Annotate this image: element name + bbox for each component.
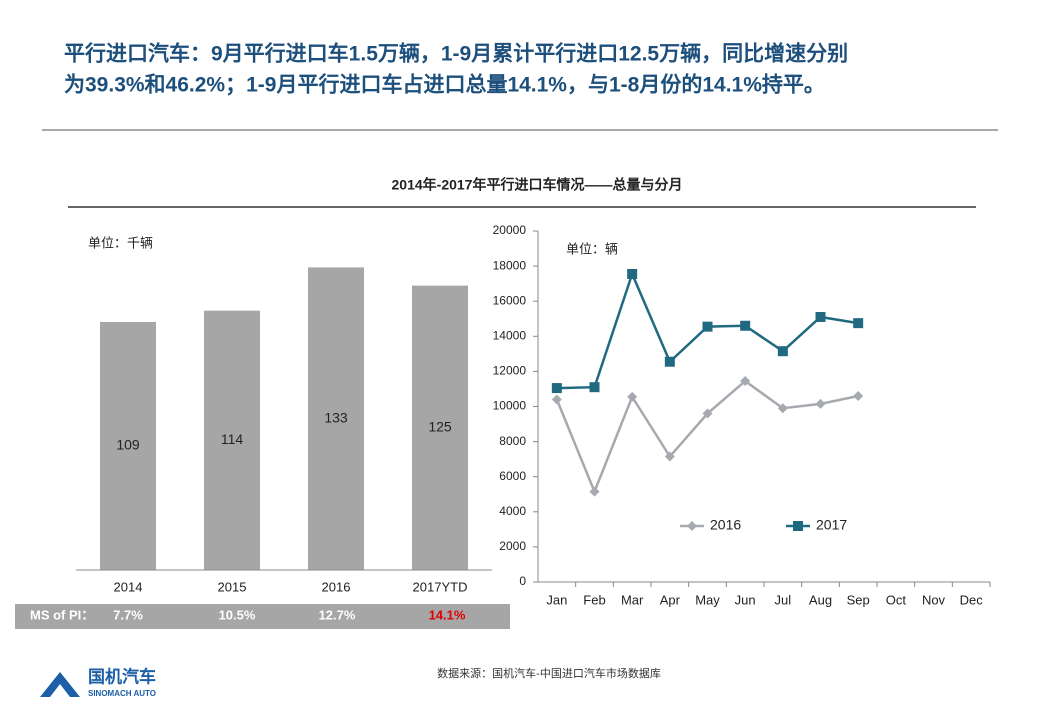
logo-sub: SINOMACH AUTO	[88, 689, 156, 698]
bar-value-label: 133	[324, 409, 348, 425]
x-tick-label: Feb	[583, 592, 605, 607]
marker	[664, 356, 675, 367]
logo-icon	[50, 684, 70, 697]
y-tick-label: 4000	[499, 504, 526, 518]
legend-label: 2016	[710, 517, 741, 533]
marker	[687, 521, 697, 531]
bar-value-label: 109	[116, 437, 140, 453]
y-tick-label: 12000	[493, 364, 527, 378]
marker	[589, 382, 600, 393]
x-tick-label: 2016	[322, 579, 351, 594]
y-tick-label: 2000	[499, 539, 526, 553]
marker	[815, 311, 826, 322]
legend-label: 2017	[816, 517, 847, 533]
x-tick-label: Oct	[886, 592, 907, 607]
x-tick-label: 2014	[114, 579, 143, 594]
y-tick-label: 18000	[493, 258, 527, 272]
y-tick-label: 6000	[499, 469, 526, 483]
marker	[551, 383, 562, 394]
ms-cell: 12.7%	[319, 607, 356, 622]
x-tick-label: 2017YTD	[413, 579, 468, 594]
ms-label: MS of PI：	[30, 607, 94, 622]
x-tick-label: Apr	[660, 592, 681, 607]
unit-label: 单位：辆	[566, 241, 618, 256]
marker	[853, 390, 864, 401]
header-line: 为39.3%和46.2%；1-9月平行进口车占进口总量14.1%，与1-8月份的…	[64, 73, 825, 97]
y-tick-label: 14000	[493, 328, 527, 342]
bar	[412, 285, 468, 570]
marker	[627, 391, 638, 402]
y-tick-label: 20000	[493, 223, 527, 237]
marker	[589, 486, 600, 497]
x-tick-label: 2015	[218, 579, 247, 594]
x-tick-label: May	[695, 592, 720, 607]
marker	[702, 321, 713, 332]
marker	[815, 398, 826, 409]
bar	[308, 267, 364, 570]
ms-cell: 14.1%	[429, 607, 466, 622]
header-line: 平行进口汽车：9月平行进口车1.5万辆，1-9月累计平行进口12.5万辆，同比增…	[64, 42, 848, 66]
marker	[551, 394, 562, 405]
x-tick-label: Nov	[922, 592, 946, 607]
x-tick-label: Dec	[960, 592, 984, 607]
ms-row-bg	[15, 604, 510, 629]
bar-value-label: 125	[428, 419, 452, 435]
y-tick-label: 10000	[493, 399, 527, 413]
x-tick-label: Jun	[735, 592, 756, 607]
marker	[777, 346, 788, 357]
series-line	[555, 379, 859, 495]
ms-cell: 10.5%	[219, 607, 256, 622]
bar	[204, 310, 260, 570]
x-tick-label: Aug	[809, 592, 832, 607]
marker	[627, 268, 638, 279]
x-tick-label: Sep	[847, 592, 870, 607]
ms-cell: 7.7%	[113, 607, 143, 622]
logo: 国机汽车 SINOMACH AUTO	[40, 666, 156, 698]
x-tick-label: Jul	[775, 592, 792, 607]
section-title: 2014年-2017年平行进口车情况——总量与分月	[392, 177, 683, 193]
y-tick-label: 8000	[499, 434, 526, 448]
marker	[777, 403, 788, 414]
marker	[793, 521, 803, 531]
logo-name: 国机汽车	[88, 666, 156, 686]
marker	[740, 320, 751, 331]
y-tick-label: 16000	[493, 293, 527, 307]
bar-value-label: 114	[221, 431, 244, 447]
marker	[740, 376, 751, 387]
marker	[664, 451, 675, 462]
x-tick-label: Jan	[546, 592, 567, 607]
bar	[100, 322, 156, 570]
x-tick-label: Mar	[621, 592, 644, 607]
unit-label: 单位：千辆	[88, 235, 153, 250]
marker	[853, 318, 864, 329]
y-tick-label: 0	[519, 574, 526, 588]
marker	[702, 408, 713, 419]
source: 数据来源：国机汽车-中国进口汽车市场数据库	[437, 666, 661, 680]
